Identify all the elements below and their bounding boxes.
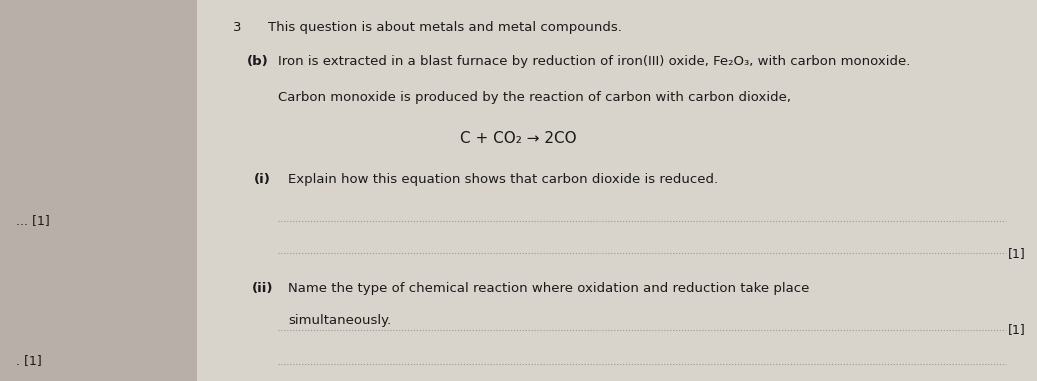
Text: C + CO₂ → 2CO: C + CO₂ → 2CO xyxy=(460,131,577,146)
Text: (b): (b) xyxy=(247,55,269,68)
Text: ... [1]: ... [1] xyxy=(16,215,50,227)
Text: (ii): (ii) xyxy=(252,282,274,295)
Text: [1]: [1] xyxy=(1008,323,1026,336)
Text: simultaneously.: simultaneously. xyxy=(288,314,392,327)
Text: [1]: [1] xyxy=(1008,247,1026,260)
Text: Explain how this equation shows that carbon dioxide is reduced.: Explain how this equation shows that car… xyxy=(288,173,719,186)
Text: This question is about metals and metal compounds.: This question is about metals and metal … xyxy=(268,21,621,34)
Text: 3: 3 xyxy=(233,21,242,34)
FancyBboxPatch shape xyxy=(197,0,1037,381)
Text: (i): (i) xyxy=(254,173,271,186)
Text: Iron is extracted in a blast furnace by reduction of iron(III) oxide, Fe₂O₃, wit: Iron is extracted in a blast furnace by … xyxy=(278,55,910,68)
Text: Carbon monoxide is produced by the reaction of carbon with carbon dioxide,: Carbon monoxide is produced by the react… xyxy=(278,91,791,104)
Text: Name the type of chemical reaction where oxidation and reduction take place: Name the type of chemical reaction where… xyxy=(288,282,810,295)
Text: . [1]: . [1] xyxy=(16,354,41,367)
